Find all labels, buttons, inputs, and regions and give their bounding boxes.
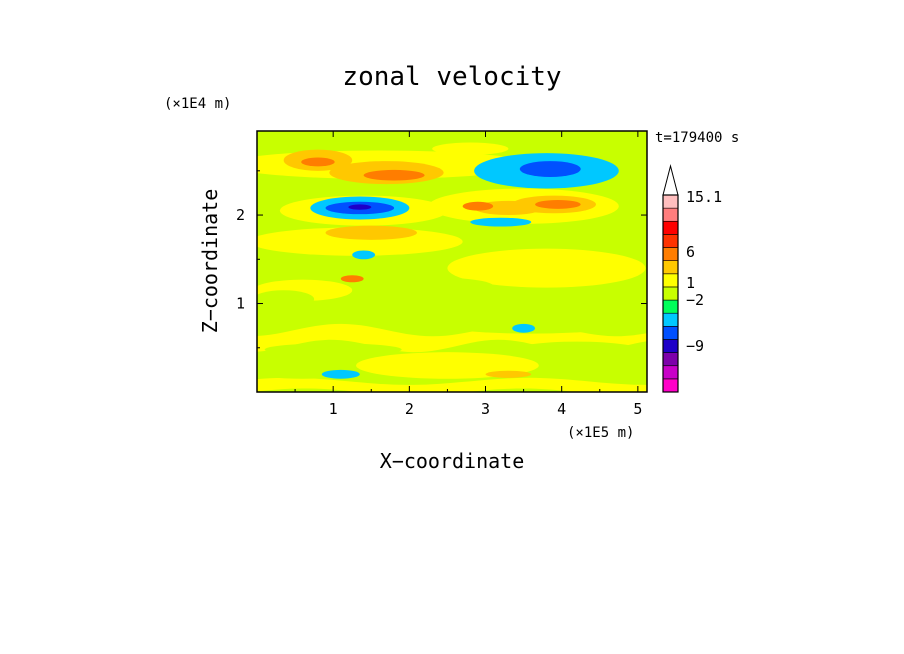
y-axis-ticks: 12 xyxy=(236,170,647,349)
colorbar-swatch xyxy=(662,299,679,314)
colorbar-label: 1 xyxy=(686,274,695,292)
colorbar-swatch xyxy=(662,247,679,261)
contour-region xyxy=(462,201,494,211)
contour-region xyxy=(325,225,417,240)
contour-region xyxy=(321,369,360,379)
contour-region xyxy=(352,250,376,260)
colorbar-swatch xyxy=(662,312,679,327)
colorbar-label: −2 xyxy=(686,291,704,309)
contour-region xyxy=(340,275,364,283)
contour-region xyxy=(432,142,509,155)
contour-region xyxy=(264,343,402,356)
colorbar-label: 15.1 xyxy=(686,188,722,206)
x-tick-label: 2 xyxy=(405,400,414,418)
colorbar-swatch xyxy=(662,194,679,209)
colorbar-swatch xyxy=(662,326,679,340)
contour-region xyxy=(462,233,646,250)
colorbar: 15.1 6 1−2 −9 xyxy=(662,164,722,393)
x-scale-label: (×1E5 m) xyxy=(567,425,634,441)
contour-region xyxy=(257,290,315,308)
y-scale-label: (×1E4 m) xyxy=(164,96,231,112)
chart-title: zonal velocity xyxy=(342,62,561,92)
y-axis-label: Z−coordinate xyxy=(198,189,222,334)
colorbar-swatch xyxy=(662,352,679,367)
contour-region xyxy=(535,200,581,209)
colorbar-swatch xyxy=(662,260,679,275)
colorbar-extension xyxy=(662,164,679,196)
x-axis-ticks: 1 2 3 4 5 xyxy=(294,131,642,418)
contour-band xyxy=(257,292,647,327)
contour-region xyxy=(301,157,335,167)
y-tick-label: 2 xyxy=(236,206,245,224)
contour-region xyxy=(363,169,425,181)
colorbar-swatch xyxy=(662,207,679,222)
contour-region xyxy=(512,323,536,333)
colorbar-swatch xyxy=(662,339,679,353)
colorbar-label: 6 xyxy=(686,243,695,261)
contour-field xyxy=(257,131,647,392)
colorbar-swatch xyxy=(662,286,679,301)
colorbar-label: −9 xyxy=(686,337,704,355)
time-label: t=179400 s xyxy=(655,130,739,146)
plot-area xyxy=(256,130,648,393)
contour-region xyxy=(356,276,494,295)
contour-region xyxy=(519,161,581,178)
x-tick-label: 3 xyxy=(481,400,490,418)
x-tick-label: 1 xyxy=(329,400,338,418)
colorbar-swatch xyxy=(662,365,679,380)
colorbar-swatch xyxy=(662,220,679,235)
colorbar-swatch xyxy=(662,273,679,288)
colorbar-swatch xyxy=(662,234,679,248)
x-tick-label: 4 xyxy=(557,400,566,418)
x-tick-label: 5 xyxy=(633,400,642,418)
contour-region xyxy=(447,248,646,288)
contour-region xyxy=(508,341,646,363)
contour-region xyxy=(424,308,638,334)
contour-region xyxy=(348,204,372,210)
contour-band xyxy=(257,377,647,392)
x-axis-label: X−coordinate xyxy=(380,449,525,473)
contour-region xyxy=(470,217,532,227)
contour-region xyxy=(485,370,532,378)
y-tick-label: 1 xyxy=(236,295,245,313)
colorbar-frame xyxy=(662,194,679,393)
plot-frame xyxy=(256,130,648,393)
colorbar-swatch xyxy=(662,378,679,393)
